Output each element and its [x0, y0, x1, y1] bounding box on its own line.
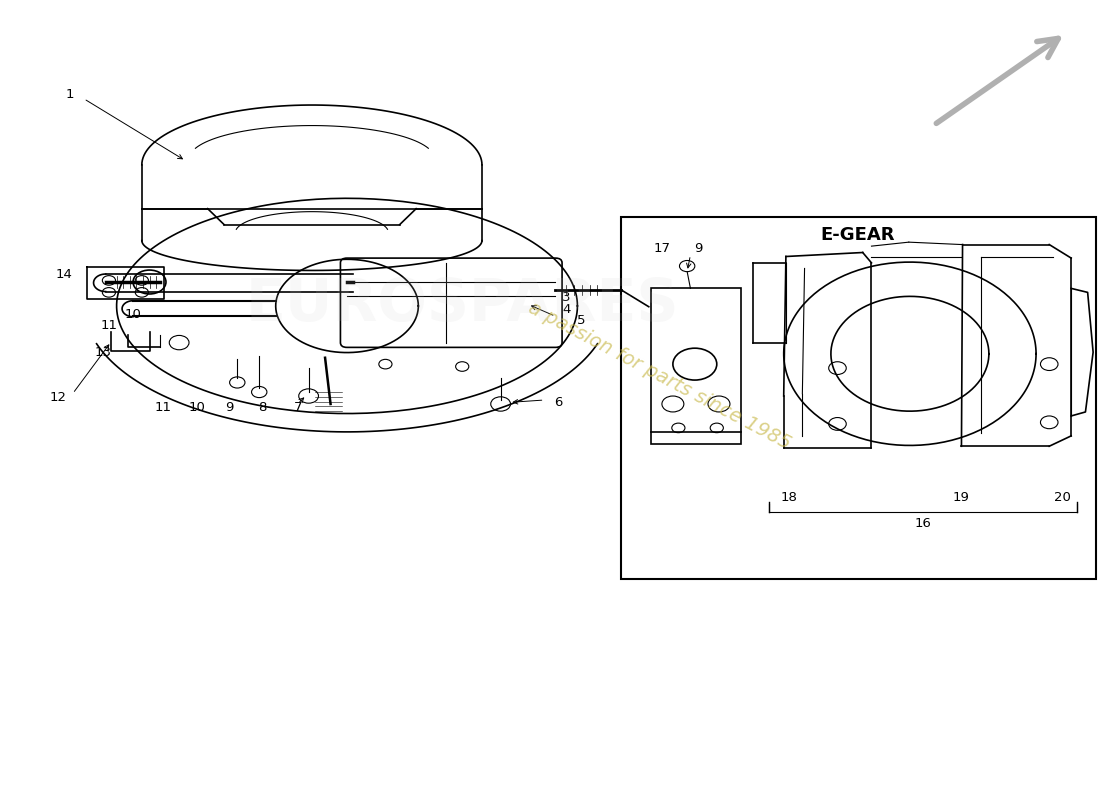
Text: 12: 12 [50, 391, 67, 404]
FancyBboxPatch shape [340, 258, 562, 347]
Text: 1: 1 [65, 88, 74, 101]
Text: 9: 9 [694, 242, 702, 255]
Text: 10: 10 [188, 402, 205, 414]
Text: 10: 10 [124, 308, 142, 321]
Text: 5: 5 [576, 314, 585, 326]
Text: 3: 3 [562, 291, 571, 305]
Text: 11: 11 [154, 402, 172, 414]
Text: 6: 6 [554, 396, 563, 409]
Text: 14: 14 [55, 268, 73, 282]
Text: E-GEAR: E-GEAR [820, 226, 894, 244]
Text: 9: 9 [226, 402, 234, 414]
Text: 4: 4 [562, 302, 571, 316]
Text: 17: 17 [653, 242, 670, 255]
Bar [621, 217, 1097, 579]
Text: 18: 18 [781, 490, 798, 504]
Text: 13: 13 [95, 346, 112, 358]
Text: 16: 16 [914, 517, 932, 530]
Text: a passion for parts since 1985: a passion for parts since 1985 [525, 298, 794, 454]
Text: 11: 11 [100, 319, 118, 332]
Text: 7: 7 [294, 402, 301, 414]
Bar [651, 288, 741, 444]
Text: 19: 19 [953, 490, 970, 504]
Text: 20: 20 [1054, 490, 1070, 504]
Text: 8: 8 [258, 402, 266, 414]
Text: EUROSPARES: EUROSPARES [245, 276, 679, 333]
